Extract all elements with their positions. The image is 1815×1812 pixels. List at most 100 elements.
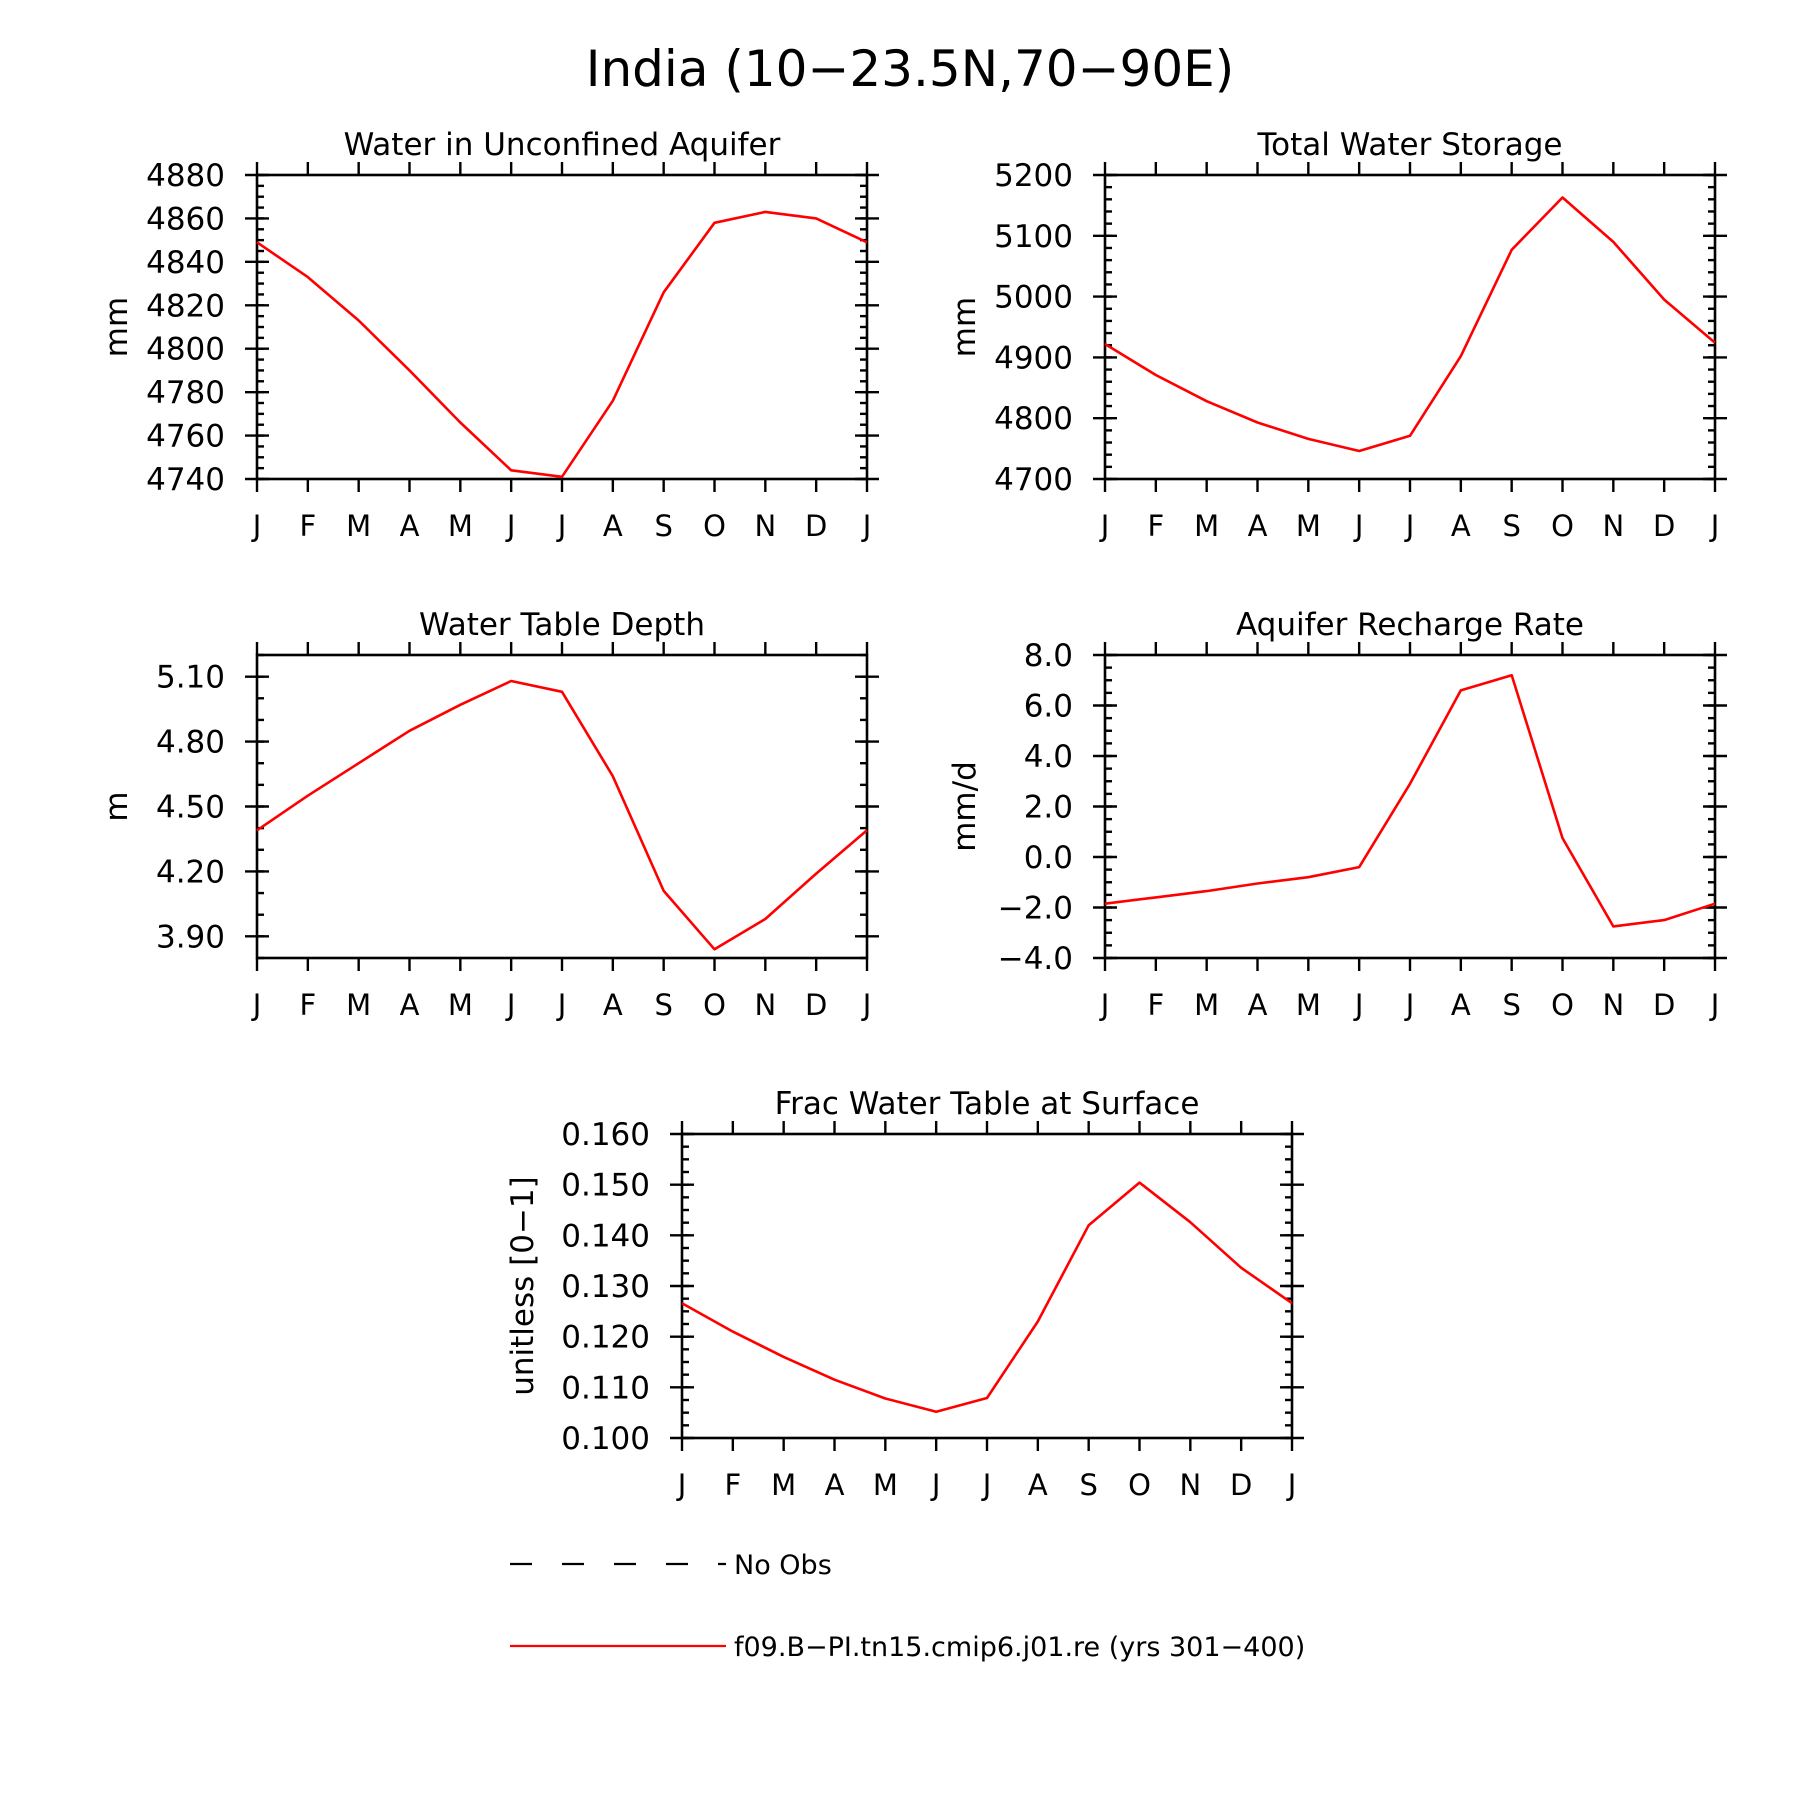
x-tick-label: A — [400, 988, 420, 1022]
x-tick-label: J — [505, 509, 516, 543]
y-tick-label: 0.100 — [561, 1421, 650, 1457]
panel-title: Aquifer Recharge Rate — [1236, 607, 1584, 643]
x-tick-label: J — [1404, 988, 1415, 1022]
x-tick-label: J — [981, 1468, 992, 1502]
y-tick-label: 0.150 — [561, 1168, 650, 1204]
legend: No Obs f09.B−PI.tn15.cmip6.j01.re (yrs 30… — [510, 1550, 1305, 1663]
x-tick-label: N — [1602, 509, 1624, 543]
legend-label: f09.B−PI.tn15.cmip6.j01.re (yrs 301−400) — [734, 1632, 1305, 1663]
legend-item-1: No Obs — [510, 1550, 832, 1581]
x-tick-label: M — [1194, 509, 1219, 543]
x-tick-label: J — [1709, 988, 1720, 1022]
x-tick-label: J — [1099, 988, 1110, 1022]
plot-frame — [680, 1132, 1294, 1440]
x-tick-label: O — [703, 988, 726, 1022]
x-tick-label: J — [861, 988, 872, 1022]
panel-title: Frac Water Table at Surface — [775, 1086, 1200, 1122]
y-tick-label: −2.0 — [998, 891, 1073, 927]
x-tick-label: J — [861, 509, 872, 543]
plot-frame — [255, 173, 869, 481]
y-tick-label: 0.140 — [561, 1218, 650, 1254]
y-tick-label: 0.160 — [561, 1117, 650, 1153]
series-line-1 — [1104, 196, 1716, 453]
series-line-1 — [256, 210, 868, 479]
x-tick-label: D — [805, 988, 827, 1022]
series-line-1 — [256, 679, 868, 951]
x-tick-label: D — [1653, 509, 1675, 543]
y-axis-label: mm/d — [947, 761, 983, 852]
y-tick-label: 5100 — [994, 219, 1073, 255]
x-tick-label: O — [1551, 509, 1574, 543]
chart-panel-2: J F M A M J J A S O N D J470048004900500051005200Tot… — [947, 127, 1727, 543]
x-tick-label: F — [299, 988, 316, 1022]
x-tick-label: F — [299, 509, 316, 543]
x-tick-label: J — [1286, 1468, 1297, 1502]
y-tick-label: 6.0 — [1024, 689, 1073, 725]
x-tick-label: A — [1451, 988, 1471, 1022]
figure-title: India (10−23.5N,70−90E) — [586, 40, 1235, 98]
x-tick-label: J — [556, 988, 567, 1022]
x-tick-label: N — [1179, 1468, 1201, 1502]
y-tick-label: 5000 — [994, 280, 1073, 316]
x-tick-label: A — [1451, 509, 1471, 543]
panel-title: Total Water Storage — [1256, 127, 1562, 163]
x-tick-label: M — [1296, 509, 1321, 543]
y-tick-label: 2.0 — [1024, 790, 1073, 826]
legend-item-2: f09.B−PI.tn15.cmip6.j01.re (yrs 301−400) — [510, 1632, 1305, 1663]
y-tick-label: −4.0 — [998, 941, 1073, 977]
y-axis-label: unitless [0−1] — [505, 1176, 541, 1396]
y-tick-label: 4.80 — [156, 725, 225, 761]
y-tick-label: 4820 — [146, 288, 225, 324]
x-tick-label: M — [1194, 988, 1219, 1022]
x-tick-label: A — [603, 509, 623, 543]
y-tick-label: 0.120 — [561, 1320, 650, 1356]
legend-label: No Obs — [734, 1550, 832, 1581]
y-tick-label: 4.20 — [156, 854, 225, 890]
x-tick-label: S — [1502, 988, 1520, 1022]
y-tick-label: 0.130 — [561, 1269, 650, 1305]
x-tick-label: M — [346, 988, 371, 1022]
x-tick-label: N — [1602, 988, 1624, 1022]
x-tick-label: S — [654, 988, 672, 1022]
x-tick-label: M — [1296, 988, 1321, 1022]
x-tick-label: D — [1230, 1468, 1252, 1502]
x-tick-label: F — [1147, 988, 1164, 1022]
y-tick-label: 4740 — [146, 462, 225, 498]
y-tick-label: 4700 — [994, 462, 1073, 498]
plot-frame — [255, 653, 869, 960]
x-tick-label: S — [1079, 1468, 1097, 1502]
x-tick-label: F — [724, 1468, 741, 1502]
x-tick-label: A — [1248, 988, 1268, 1022]
x-tick-label: A — [1248, 509, 1268, 543]
x-tick-label: J — [505, 988, 516, 1022]
x-tick-label: A — [825, 1468, 845, 1502]
x-tick-label: J — [1353, 509, 1364, 543]
x-tick-label: J — [251, 988, 262, 1022]
series-line-1 — [1104, 673, 1716, 928]
panel-title: Water Table Depth — [419, 607, 705, 643]
x-tick-label: D — [805, 509, 827, 543]
y-axis-label: m — [99, 791, 135, 821]
y-tick-label: 3.90 — [156, 919, 225, 955]
chart-panel-1: J F M A M J J A S O N D J474047604780480048204840486… — [99, 127, 879, 543]
x-tick-label: F — [1147, 509, 1164, 543]
y-tick-label: 4780 — [146, 375, 225, 411]
y-tick-label: 4900 — [994, 340, 1073, 376]
plot-frame — [1103, 653, 1717, 960]
y-axis-label: mm — [947, 297, 983, 357]
y-tick-label: 4840 — [146, 245, 225, 281]
chart-panel-4: J F M A M J J A S O N D J−4.0−2.00.02.04.06.08.0Aqui… — [947, 607, 1727, 1022]
y-tick-label: 4800 — [146, 332, 225, 368]
y-tick-label: 0.110 — [561, 1370, 650, 1406]
x-tick-label: O — [1128, 1468, 1151, 1502]
x-tick-label: J — [1404, 509, 1415, 543]
x-tick-label: J — [1353, 988, 1364, 1022]
y-tick-label: 4.0 — [1024, 739, 1073, 775]
x-tick-label: A — [1028, 1468, 1048, 1502]
x-tick-label: N — [754, 988, 776, 1022]
x-tick-label: S — [1502, 509, 1520, 543]
x-tick-label: M — [771, 1468, 796, 1502]
y-tick-label: 5200 — [994, 158, 1073, 194]
